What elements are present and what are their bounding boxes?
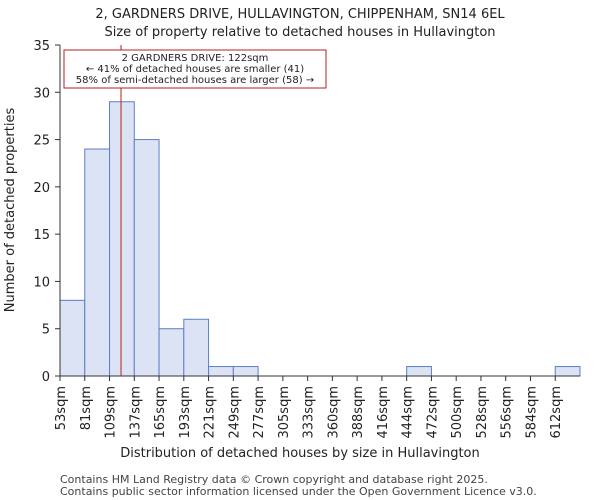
- bars: [59, 101, 581, 377]
- bar-249sqm: [232, 366, 259, 377]
- annotation-line-3: 58% of semi-detached houses are larger (…: [76, 75, 314, 86]
- annotation-box: 2 GARDNERS DRIVE: 122sqm ← 41% of detach…: [63, 49, 327, 89]
- x-tick-label: 612sqm: [549, 386, 564, 439]
- x-tick-label: 81sqm: [79, 386, 94, 430]
- footer-line-2: Contains public sector information licen…: [60, 485, 537, 498]
- x-tick-label: 444sqm: [401, 386, 416, 439]
- annotation-line-2: ← 41% of detached houses are smaller (41…: [86, 64, 304, 75]
- x-tick-label: 416sqm: [376, 386, 391, 439]
- axes: [59, 45, 580, 377]
- x-tick-label: 137sqm: [128, 386, 143, 439]
- annotation-border: [63, 49, 327, 89]
- bar-193sqm: [183, 318, 210, 377]
- footer-line-1: Contains HM Land Registry data © Crown c…: [60, 473, 488, 486]
- bar-81sqm: [84, 148, 111, 377]
- bar-109sqm: [109, 101, 135, 377]
- x-tick-label: 500sqm: [450, 386, 465, 439]
- x-tick-label: 221sqm: [203, 386, 218, 439]
- y-tick-label: 10: [33, 275, 50, 290]
- y-tick-label: 0: [42, 370, 50, 385]
- y-tick-label: 35: [33, 39, 50, 54]
- bar-137sqm: [133, 139, 160, 377]
- x-tick-label: 165sqm: [153, 386, 168, 439]
- x-tick-label: 333sqm: [302, 386, 317, 439]
- y-ticks: 0 5 10 15 20 25 30 35: [33, 39, 60, 385]
- bar-53sqm: [59, 299, 86, 377]
- y-tick-label: 20: [33, 181, 50, 196]
- y-tick-label: 5: [42, 323, 50, 338]
- x-tick-label: 528sqm: [475, 386, 490, 439]
- y-tick-label: 15: [33, 228, 50, 243]
- bar-165sqm: [158, 328, 185, 377]
- bar-444sqm: [406, 366, 432, 377]
- x-tick-label: 388sqm: [351, 386, 366, 439]
- chart-subtitle: Size of property relative to detached ho…: [104, 25, 495, 40]
- x-tick-label: 277sqm: [252, 386, 267, 439]
- bar-612sqm: [554, 366, 581, 377]
- x-tick-label: 556sqm: [500, 386, 515, 439]
- y-tick-label: 30: [33, 86, 50, 101]
- x-tick-label: 249sqm: [227, 386, 242, 439]
- y-tick-label: 25: [33, 134, 50, 149]
- x-tick-label: 193sqm: [178, 386, 193, 439]
- y-axis-label: Number of detached properties: [3, 108, 18, 313]
- annotation-line-1: 2 GARDNERS DRIVE: 122sqm: [122, 53, 269, 64]
- x-tick-label: 584sqm: [524, 386, 539, 439]
- x-tick-label: 305sqm: [277, 386, 292, 439]
- x-tick-label: 109sqm: [104, 386, 119, 439]
- x-axis-label: Distribution of detached houses by size …: [120, 446, 480, 461]
- x-ticks: 53sqm 81sqm 109sqm 137sqm 165sqm 193sqm 221sqm…: [54, 376, 564, 439]
- bar-221sqm: [208, 366, 234, 377]
- x-tick-label: 360sqm: [326, 386, 341, 439]
- chart-title: 2, GARDNERS DRIVE, HULLAVINGTON, CHIPPEN…: [95, 7, 505, 22]
- x-tick-label: 53sqm: [54, 386, 69, 430]
- x-tick-label: 472sqm: [425, 386, 440, 439]
